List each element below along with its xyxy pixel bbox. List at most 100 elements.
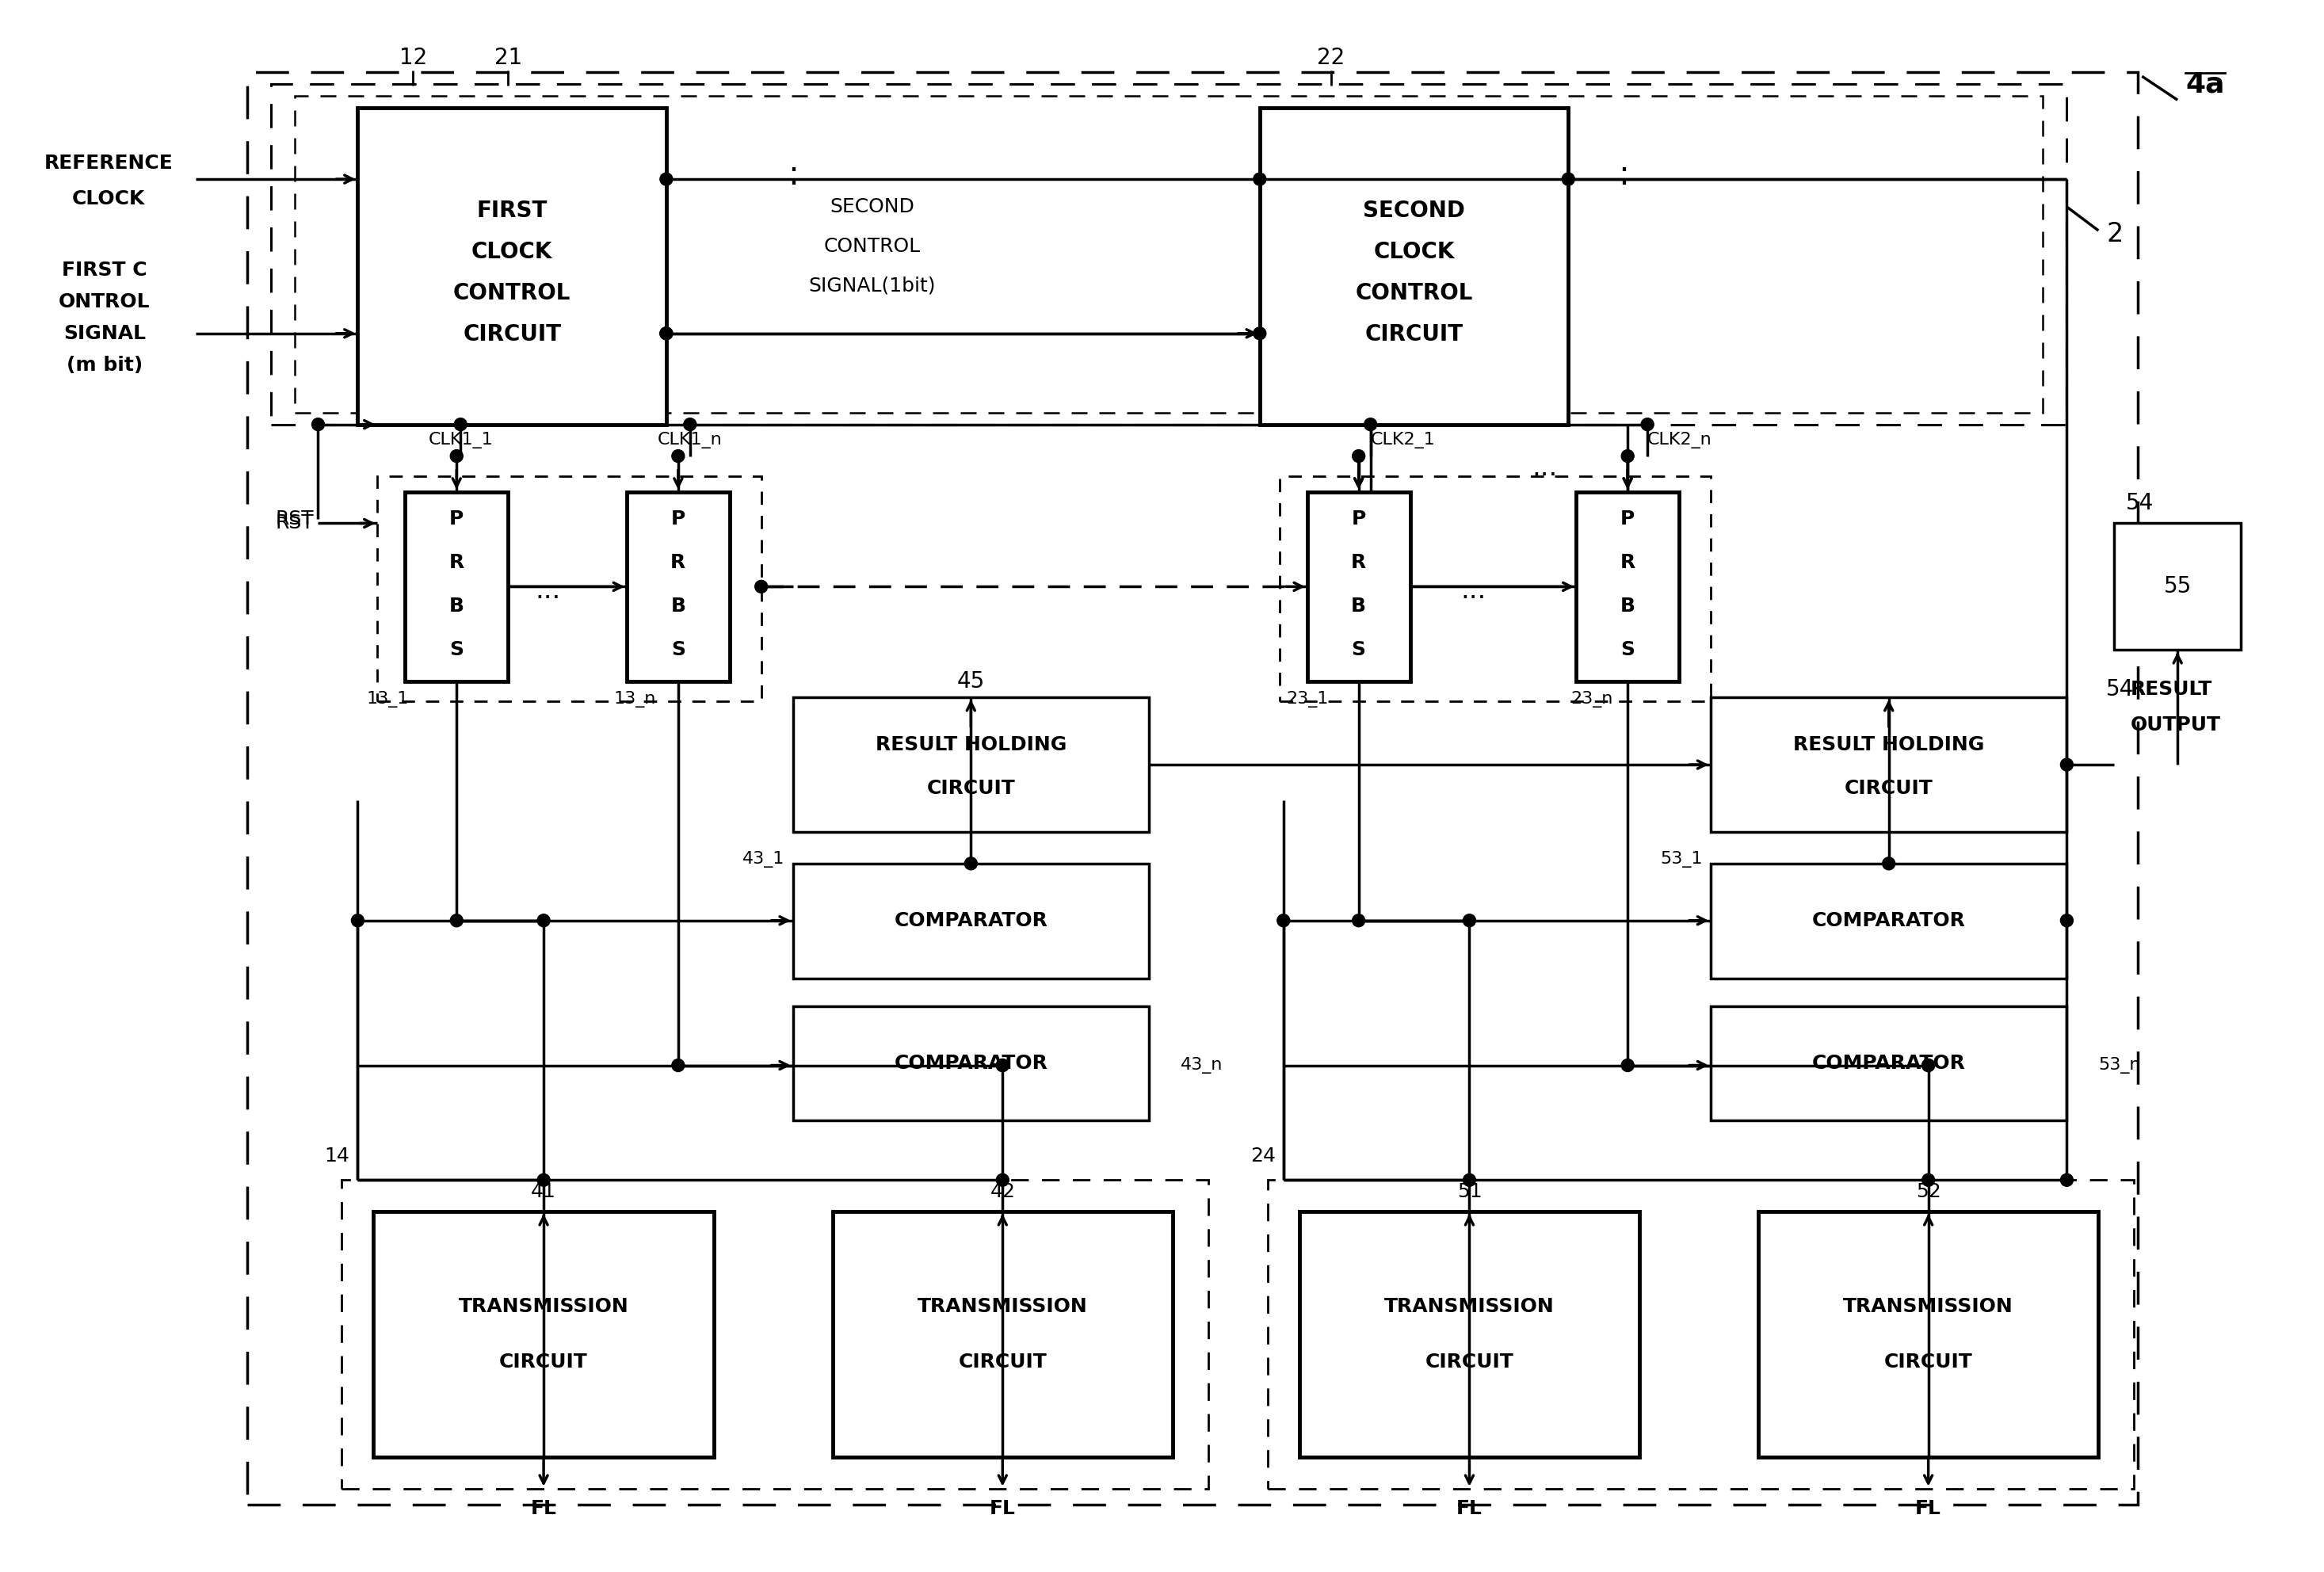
Text: P: P: [1350, 509, 1367, 528]
Bar: [342, 1181, 1208, 1489]
Text: SIGNAL(1bit): SIGNAL(1bit): [809, 277, 937, 296]
Text: CIRCUIT: CIRCUIT: [1885, 1352, 1973, 1371]
Bar: [2115, 523, 2240, 649]
Circle shape: [1622, 1060, 1634, 1072]
Text: CIRCUIT: CIRCUIT: [462, 324, 560, 346]
Bar: [1281, 476, 1710, 701]
Text: CIRCUIT: CIRCUIT: [1364, 324, 1464, 346]
Text: 43_1: 43_1: [744, 852, 786, 868]
Circle shape: [1464, 1174, 1476, 1187]
Text: RST: RST: [277, 514, 314, 533]
Text: 13_1: 13_1: [367, 690, 409, 707]
Bar: [1299, 1212, 1638, 1457]
Text: COMPARATOR: COMPARATOR: [1813, 912, 1966, 931]
Text: P: P: [449, 509, 465, 528]
Bar: [374, 1212, 713, 1457]
Text: P: P: [1620, 509, 1634, 528]
Text: 14: 14: [325, 1148, 351, 1166]
Circle shape: [1353, 450, 1364, 462]
Circle shape: [537, 915, 551, 927]
Text: S: S: [449, 640, 465, 659]
Circle shape: [997, 1060, 1009, 1072]
Bar: [1759, 1212, 2099, 1457]
Bar: [270, 85, 2066, 424]
Text: 24: 24: [1250, 1148, 1276, 1166]
Text: B: B: [672, 597, 686, 616]
Text: TRANSMISSION: TRANSMISSION: [1843, 1297, 2013, 1316]
Text: 4a: 4a: [2185, 71, 2224, 97]
Text: 22: 22: [1318, 47, 1346, 69]
Text: 51: 51: [1457, 1182, 1483, 1201]
Text: TRANSMISSION: TRANSMISSION: [1385, 1297, 1555, 1316]
Bar: [1267, 1181, 2133, 1489]
Bar: [358, 108, 667, 424]
Text: :: :: [1618, 159, 1629, 192]
Text: CLOCK: CLOCK: [1373, 241, 1455, 263]
Circle shape: [351, 915, 365, 927]
Text: COMPARATOR: COMPARATOR: [1813, 1053, 1966, 1072]
Circle shape: [451, 450, 462, 462]
Text: CIRCUIT: CIRCUIT: [1845, 778, 1934, 799]
Text: :: :: [788, 159, 799, 192]
Text: CIRCUIT: CIRCUIT: [1425, 1352, 1513, 1371]
Text: B: B: [1350, 597, 1367, 616]
Text: CLK1_n: CLK1_n: [658, 432, 723, 448]
Circle shape: [1622, 450, 1634, 462]
Circle shape: [1922, 1060, 1934, 1072]
Circle shape: [1922, 1060, 1934, 1072]
Circle shape: [660, 173, 672, 185]
Bar: [1710, 863, 2066, 978]
Circle shape: [1353, 915, 1364, 927]
Text: COMPARATOR: COMPARATOR: [895, 1053, 1048, 1072]
Circle shape: [1562, 173, 1576, 185]
Circle shape: [660, 327, 672, 340]
Text: 21: 21: [495, 47, 523, 69]
Text: FL: FL: [1457, 1498, 1483, 1519]
Text: CONTROL: CONTROL: [823, 237, 920, 256]
Text: FL: FL: [990, 1498, 1016, 1519]
Text: P: P: [672, 509, 686, 528]
Bar: [1260, 108, 1569, 424]
Text: 53_n: 53_n: [2099, 1056, 2140, 1074]
Text: FIRST C: FIRST C: [63, 261, 146, 280]
Text: 55: 55: [2164, 575, 2192, 597]
Circle shape: [683, 418, 697, 431]
Text: OUTPUT: OUTPUT: [2131, 715, 2219, 734]
Bar: [1306, 492, 1411, 682]
Text: B: B: [449, 597, 465, 616]
Text: 52: 52: [1915, 1182, 1941, 1201]
Text: RESULT: RESULT: [2131, 681, 2212, 700]
Text: 13_n: 13_n: [614, 690, 655, 707]
Text: 53_1: 53_1: [1659, 852, 1703, 868]
Bar: [792, 698, 1148, 832]
Text: ...: ...: [1532, 454, 1557, 481]
Text: CLK2_1: CLK2_1: [1371, 432, 1436, 448]
Text: CIRCUIT: CIRCUIT: [500, 1352, 588, 1371]
Text: CLOCK: CLOCK: [72, 189, 144, 209]
Circle shape: [1464, 915, 1476, 927]
Text: 2: 2: [2106, 222, 2124, 247]
Circle shape: [1278, 915, 1290, 927]
Bar: [1710, 698, 2066, 832]
Text: RESULT HOLDING: RESULT HOLDING: [876, 736, 1067, 755]
Text: R: R: [1620, 553, 1636, 572]
Text: 45: 45: [957, 671, 985, 693]
Text: 43_n: 43_n: [1181, 1056, 1222, 1074]
Circle shape: [311, 418, 325, 431]
Circle shape: [1253, 173, 1267, 185]
Circle shape: [660, 327, 672, 340]
Circle shape: [1922, 1174, 1934, 1187]
Text: FL: FL: [530, 1498, 558, 1519]
Text: FL: FL: [1915, 1498, 1941, 1519]
Text: TRANSMISSION: TRANSMISSION: [458, 1297, 630, 1316]
Circle shape: [453, 418, 467, 431]
Text: (m bit): (m bit): [67, 355, 142, 374]
Text: CONTROL: CONTROL: [1355, 281, 1473, 303]
Text: 54: 54: [2106, 679, 2133, 701]
Text: S: S: [1620, 640, 1634, 659]
Bar: [792, 1006, 1148, 1121]
Circle shape: [997, 1060, 1009, 1072]
Circle shape: [451, 915, 462, 927]
Text: R: R: [672, 553, 686, 572]
Text: TRANSMISSION: TRANSMISSION: [918, 1297, 1088, 1316]
